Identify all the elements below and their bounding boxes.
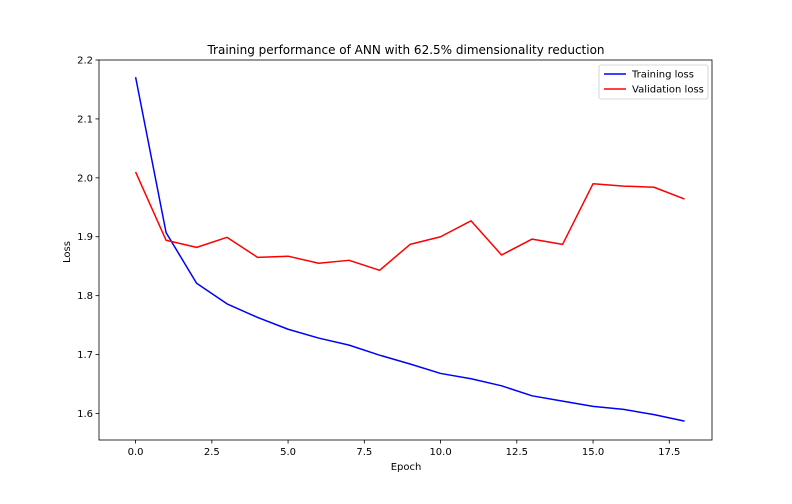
y-tick-label: 1.7: [77, 350, 93, 361]
legend-label-validation: Validation loss: [632, 85, 704, 96]
x-tick-label: 10.0: [429, 447, 451, 458]
y-axis-label: Loss: [62, 241, 73, 263]
legend-label-training: Training loss: [631, 70, 694, 81]
x-tick-label: 7.5: [356, 447, 372, 458]
legend-box: [598, 64, 709, 100]
chart-title: Training performance of ANN with 62.5% d…: [206, 43, 604, 57]
y-tick-label: 2.1: [77, 114, 93, 125]
y-tick-label: 2.0: [77, 173, 93, 184]
x-tick-label: 0.0: [128, 447, 144, 458]
training-loss-line: [134, 76, 685, 422]
x-axis: 0.0 2.5 5.0 7.5 10.0 12.5 15.0 17.5: [128, 440, 680, 458]
x-tick-label: 2.5: [204, 447, 220, 458]
validation-loss-line: [134, 171, 685, 272]
y-tick-label: 1.6: [77, 409, 93, 420]
y-tick-label: 1.9: [77, 232, 93, 243]
x-tick-label: 17.5: [658, 447, 680, 458]
y-axis: 1.6 1.7 1.8 1.9 2.0 2.1 2.2: [77, 56, 99, 420]
x-tick-label: 15.0: [582, 447, 604, 458]
y-tick-label: 1.8: [77, 291, 93, 302]
plot-area: [134, 76, 685, 422]
y-tick-label: 2.2: [77, 56, 93, 67]
legend: Training loss Validation loss: [598, 64, 709, 100]
x-tick-label: 12.5: [506, 447, 528, 458]
plot-frame: [98, 59, 713, 441]
x-axis-label: Epoch: [391, 462, 422, 473]
x-tick-label: 5.0: [280, 447, 296, 458]
